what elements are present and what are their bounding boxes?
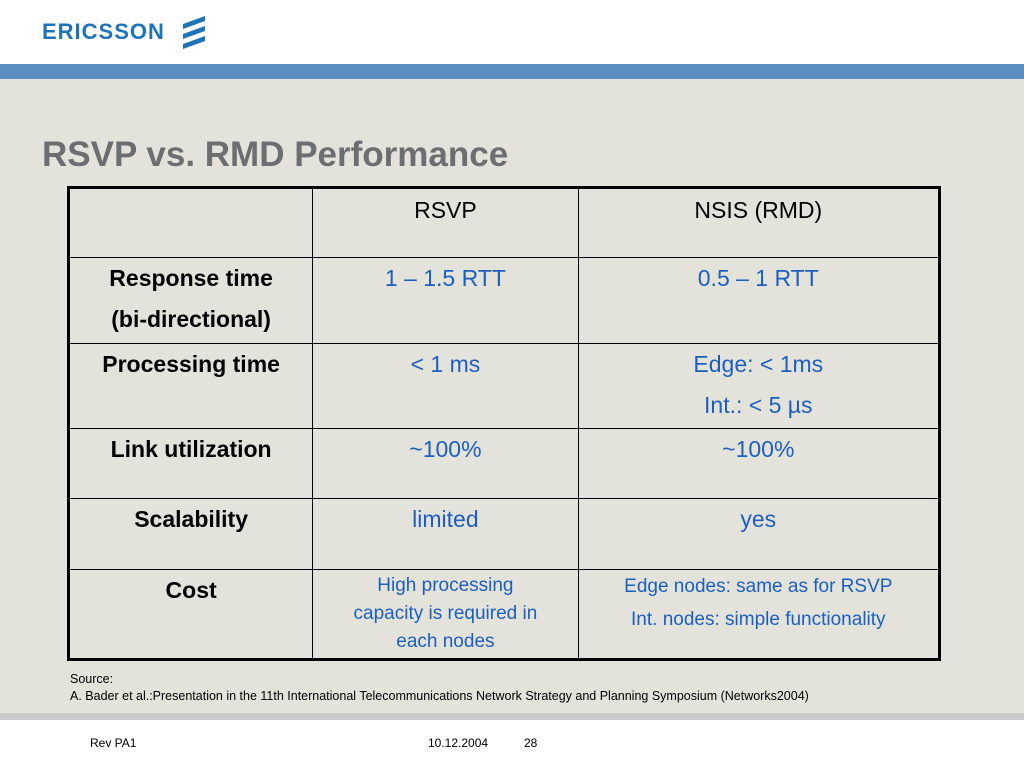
header-cell-empty <box>67 187 314 258</box>
row-label-response-time: Response time (bi-directional) <box>67 257 314 344</box>
footer-divider <box>0 713 1024 720</box>
footer-date: 10.12.2004 <box>428 736 489 750</box>
cell-rsvp-link-utilization: ~100% <box>312 428 579 499</box>
cell-nsis-response-time: 0.5 – 1 RTT <box>577 257 941 344</box>
row-label-link-utilization: Link utilization <box>67 428 314 499</box>
row-label-processing-time: Processing time <box>67 343 314 429</box>
table-row: Processing time < 1 ms Edge: < 1ms Int.:… <box>67 343 941 429</box>
footer-revision: Rev PA1 <box>90 736 137 750</box>
cell-nsis-processing-time: Edge: < 1ms Int.: < 5 µs <box>577 343 941 429</box>
source-text: A. Bader et al.:Presentation in the 11th… <box>70 689 809 703</box>
cell-rsvp-cost: High processing capacity is required in … <box>312 569 579 660</box>
logo-text: ERICSSON <box>42 19 165 44</box>
header-bar <box>0 64 1024 79</box>
source-note: Source: A. Bader et al.:Presentation in … <box>70 671 809 705</box>
slide-title: RSVP vs. RMD Performance <box>42 135 509 174</box>
row-label-cost: Cost <box>67 569 314 660</box>
table-row: Cost High processing capacity is require… <box>67 569 941 660</box>
table-row: Response time (bi-directional) 1 – 1.5 R… <box>67 257 941 344</box>
header-cell-nsis: NSIS (RMD) <box>577 187 941 258</box>
ericsson-logo: ERICSSON <box>42 14 207 50</box>
slide-header: ERICSSON <box>0 0 1024 64</box>
cell-rsvp-scalability: limited <box>312 498 579 570</box>
footer-page-number: 28 <box>524 736 538 750</box>
slide-content: RSVP vs. RMD Performance RSVP NSIS (RMD)… <box>0 79 1024 713</box>
cell-rsvp-response-time: 1 – 1.5 RTT <box>312 257 579 344</box>
cell-nsis-cost: Edge nodes: same as for RSVP Int. nodes:… <box>577 569 941 660</box>
source-label: Source: <box>70 672 114 686</box>
cell-nsis-link-utilization: ~100% <box>577 428 941 499</box>
ericsson-stripes-icon <box>182 16 205 49</box>
row-label-scalability: Scalability <box>67 498 314 570</box>
table-row: Scalability limited yes <box>67 498 941 570</box>
table-row: Link utilization ~100% ~100% <box>67 428 941 499</box>
table-header-row: RSVP NSIS (RMD) <box>67 187 941 258</box>
cell-rsvp-processing-time: < 1 ms <box>312 343 579 429</box>
cell-nsis-scalability: yes <box>577 498 941 570</box>
header-cell-rsvp: RSVP <box>312 187 579 258</box>
performance-table: RSVP NSIS (RMD) Response time (bi-direct… <box>67 186 941 661</box>
